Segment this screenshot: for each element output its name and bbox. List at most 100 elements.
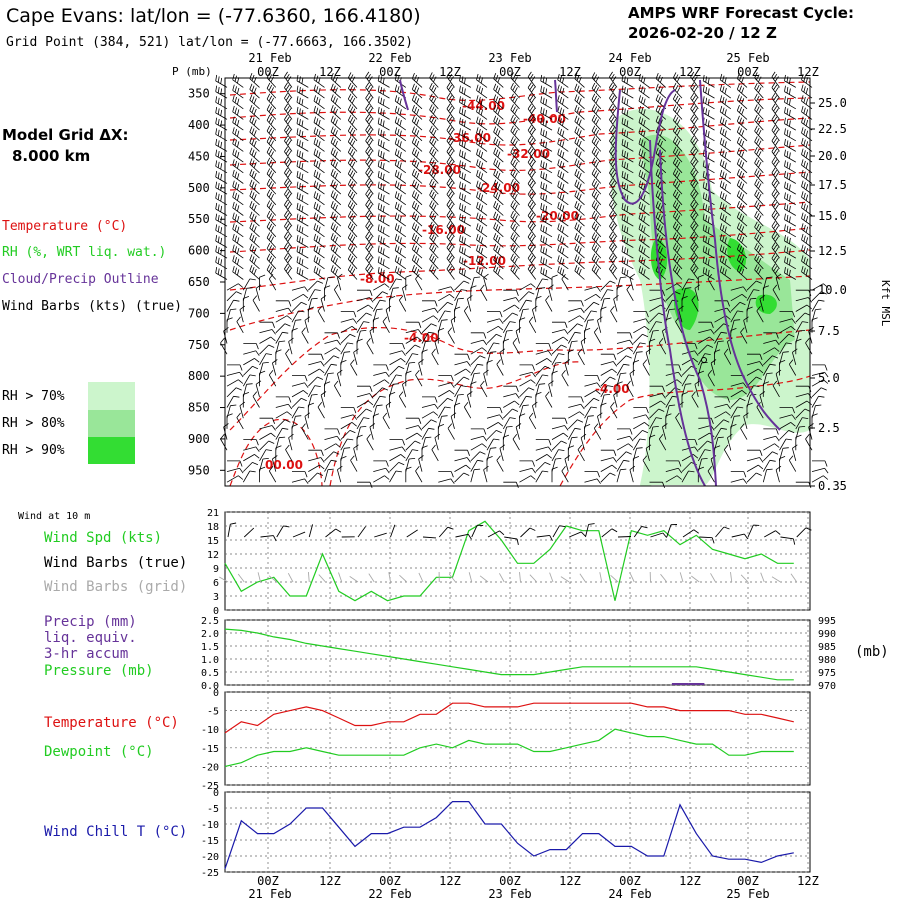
wind-barb-286 bbox=[333, 284, 342, 302]
wind-barb-863 bbox=[584, 375, 600, 382]
wind-barb-426 bbox=[394, 159, 407, 174]
wind-barb-1312 bbox=[772, 284, 780, 302]
wind-barb-273 bbox=[330, 147, 342, 163]
wind-barb-1381 bbox=[801, 212, 813, 227]
wind-barb-1376 bbox=[801, 159, 813, 174]
wind-barb-234 bbox=[313, 137, 325, 152]
wind-barb-122 bbox=[266, 157, 277, 174]
wind-barb-269 bbox=[330, 104, 342, 120]
wind10-barb-3 bbox=[276, 525, 290, 538]
wind-barb-1216 bbox=[736, 72, 748, 88]
precip-label: Precip (mm) bbox=[44, 614, 137, 630]
wind-barb-1183 bbox=[719, 127, 732, 142]
wind-barb-625 bbox=[476, 255, 488, 270]
wind-barb-1226 bbox=[736, 179, 748, 195]
wind-barb-743 bbox=[535, 296, 542, 312]
wind-barb-293 bbox=[340, 360, 347, 376]
wind-barb-1256 bbox=[754, 93, 764, 110]
pressure-line bbox=[224, 628, 794, 681]
pressure-tick-12: 950 bbox=[188, 463, 210, 477]
wind-barb-1059 bbox=[662, 423, 668, 440]
ytick-2-0: 2.5 bbox=[201, 616, 219, 627]
top-hour-4: 00Z bbox=[499, 65, 521, 79]
wind-barb-193 bbox=[296, 106, 309, 120]
wind-barb-379 bbox=[373, 475, 390, 483]
wind-barb-539 bbox=[446, 146, 455, 163]
wind-barb-892 bbox=[591, 264, 602, 280]
wind10-barb-4 bbox=[292, 531, 306, 538]
wind-barb-880 bbox=[591, 136, 602, 152]
wind-barb-537 bbox=[446, 124, 455, 142]
wind10-grid-barb-12 bbox=[418, 572, 424, 583]
wind-barb-376 bbox=[366, 434, 374, 451]
wind-barb-914 bbox=[609, 92, 618, 110]
wind-barb-1260 bbox=[754, 136, 764, 152]
wind10-barb-11 bbox=[406, 529, 418, 538]
wind-barb-171 bbox=[291, 286, 309, 292]
wind-barb-928 bbox=[609, 242, 618, 259]
wind-barb-1225 bbox=[736, 169, 748, 184]
wind-barb-644 bbox=[486, 456, 493, 472]
wind-barb-225 bbox=[308, 457, 325, 463]
wind-barb-1397 bbox=[811, 387, 827, 398]
wind-barb-308 bbox=[347, 114, 358, 131]
wind-barb-317 bbox=[347, 210, 358, 227]
wind-barb-763 bbox=[540, 106, 553, 120]
wind-barb-161 bbox=[284, 167, 293, 184]
wind-barb-937 bbox=[616, 347, 634, 355]
wind-barb-1287 bbox=[763, 435, 780, 442]
ytick-2-5: 0.0 bbox=[201, 681, 219, 692]
wind-barb-262 bbox=[324, 443, 341, 451]
wind-barb-1113 bbox=[690, 189, 699, 206]
axis-ticks: 3504004505005506006507007508008509009502… bbox=[188, 51, 847, 900]
pressure-y2tick-4: 975 bbox=[818, 668, 836, 679]
wind-barb-466 bbox=[411, 179, 423, 195]
ytick-2-1: 2.0 bbox=[201, 629, 219, 640]
wind-barb-218 bbox=[308, 376, 324, 387]
wind-barb-54 bbox=[232, 244, 244, 259]
wind-barb-1366 bbox=[788, 455, 797, 472]
wind-barb-1341 bbox=[784, 192, 796, 206]
wind-barb-470 bbox=[411, 222, 423, 238]
wind-barb-65 bbox=[243, 365, 259, 376]
wind-barb-682 bbox=[496, 455, 504, 472]
wind-barb-1173 bbox=[714, 427, 727, 440]
wind-barb-1053 bbox=[665, 371, 683, 378]
wind-barb-1261 bbox=[754, 146, 764, 163]
wind-barb-693 bbox=[510, 168, 520, 184]
wind-barb-973 bbox=[633, 325, 650, 334]
wind-barb-505 bbox=[429, 189, 439, 206]
wind-barb-327 bbox=[356, 321, 370, 334]
wind10-grid-barb-32 bbox=[740, 574, 749, 583]
wind-barb-607 bbox=[470, 468, 481, 483]
wind-barb-999 bbox=[638, 191, 650, 206]
wind-barb-29 bbox=[226, 387, 242, 398]
wind-barb-668 bbox=[503, 312, 519, 323]
wind-barb-839 bbox=[574, 104, 585, 120]
wind-barb-243 bbox=[313, 233, 325, 248]
wind-barb-991 bbox=[638, 105, 650, 120]
cycle-label-text: AMPS WRF Forecast Cycle: bbox=[628, 4, 854, 22]
wind-barb-1141 bbox=[702, 85, 715, 99]
wind-barb-205 bbox=[296, 235, 309, 248]
wind-barb-1028 bbox=[655, 94, 667, 110]
wind-barb-1018 bbox=[649, 400, 666, 408]
pressure-tick-3: 500 bbox=[188, 181, 210, 195]
pressure-tick-5: 600 bbox=[188, 244, 210, 258]
wind-barb-926 bbox=[609, 221, 618, 238]
wind-barb-582 bbox=[459, 202, 471, 216]
wind-barb-1106 bbox=[690, 114, 699, 131]
wind-barb-846 bbox=[574, 179, 585, 195]
wind-barb-869 bbox=[584, 424, 591, 440]
wind-barb-346 bbox=[365, 114, 374, 131]
wind-barb-468 bbox=[411, 201, 423, 216]
wind-barb-28 bbox=[226, 379, 244, 387]
wind-barb-885 bbox=[591, 189, 602, 206]
wind-barb-195 bbox=[296, 128, 309, 142]
wind-barb-296 bbox=[340, 407, 357, 414]
wind-barb-592 bbox=[463, 306, 472, 323]
ytick-1-1: 18 bbox=[207, 522, 219, 533]
wind-barb-690 bbox=[510, 136, 520, 152]
top-hour-0: 00Z bbox=[257, 65, 279, 79]
